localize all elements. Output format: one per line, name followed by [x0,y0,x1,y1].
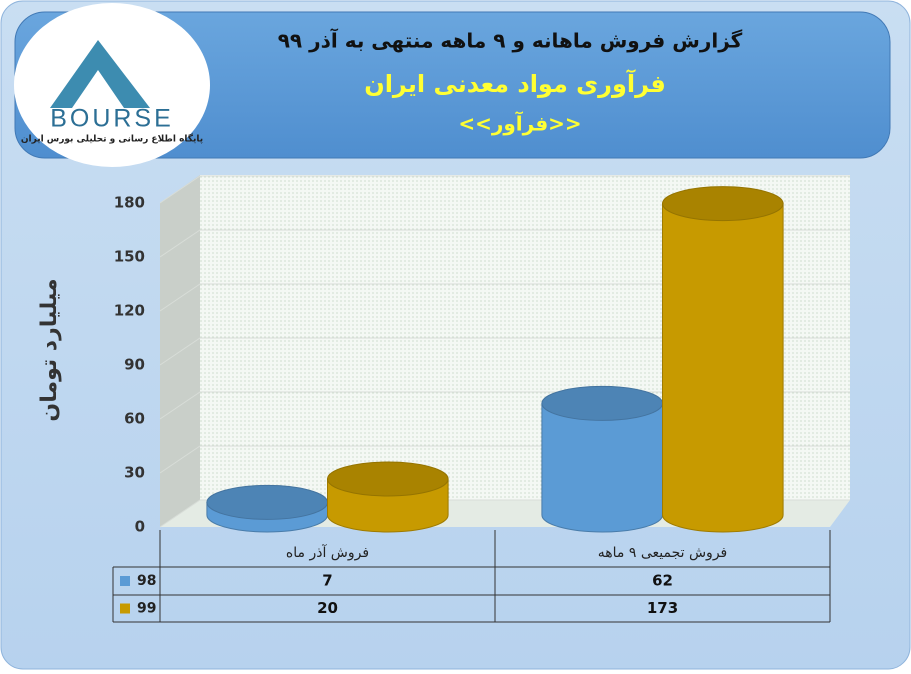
table-value: 173 [647,599,678,617]
bar [662,203,784,533]
y-tick-label: 150 [114,248,145,266]
y-tick-label: 0 [135,518,145,536]
grid-line [159,337,850,366]
y-tick-label: 120 [114,302,145,320]
y-axis-label: میلیارد تومان [37,278,62,421]
grid-line [159,175,850,204]
grid-line [159,229,850,258]
table-value: 62 [652,572,673,590]
legend-label: 98 [137,573,156,589]
grid-line [159,283,850,312]
logo-tagline: پایگاه اطلاع رسانی و تحلیلی بورس ایران [21,133,203,145]
chart-symbol: <<فرآور>> [458,111,581,136]
y-tick-label: 90 [124,356,145,374]
bar-top [327,461,449,497]
bar-top [662,186,784,222]
x-tick-label: فروش تجمیعی ۹ ماهه [598,545,727,561]
logo-name: BOURSE [50,105,174,133]
bar-top [206,484,329,520]
bar [541,402,663,533]
x-tick-label: فروش آذر ماه [286,544,369,561]
logo-icon [50,40,150,108]
y-tick-label: 30 [124,464,145,482]
chart-subtitle: فرآوری مواد معدنی ایران [364,69,666,98]
bar-top [541,385,664,421]
legend-swatch [120,576,130,586]
chart-title: گزارش فروش ماهانه و ۹ ماهه منتهی به آذر … [278,28,743,53]
legend-swatch [120,603,130,614]
y-tick-label: 60 [124,410,145,428]
legend-label: 99 [137,601,156,617]
table-value: 7 [322,572,332,590]
y-tick-label: 180 [114,194,145,212]
table-value: 20 [317,599,338,617]
